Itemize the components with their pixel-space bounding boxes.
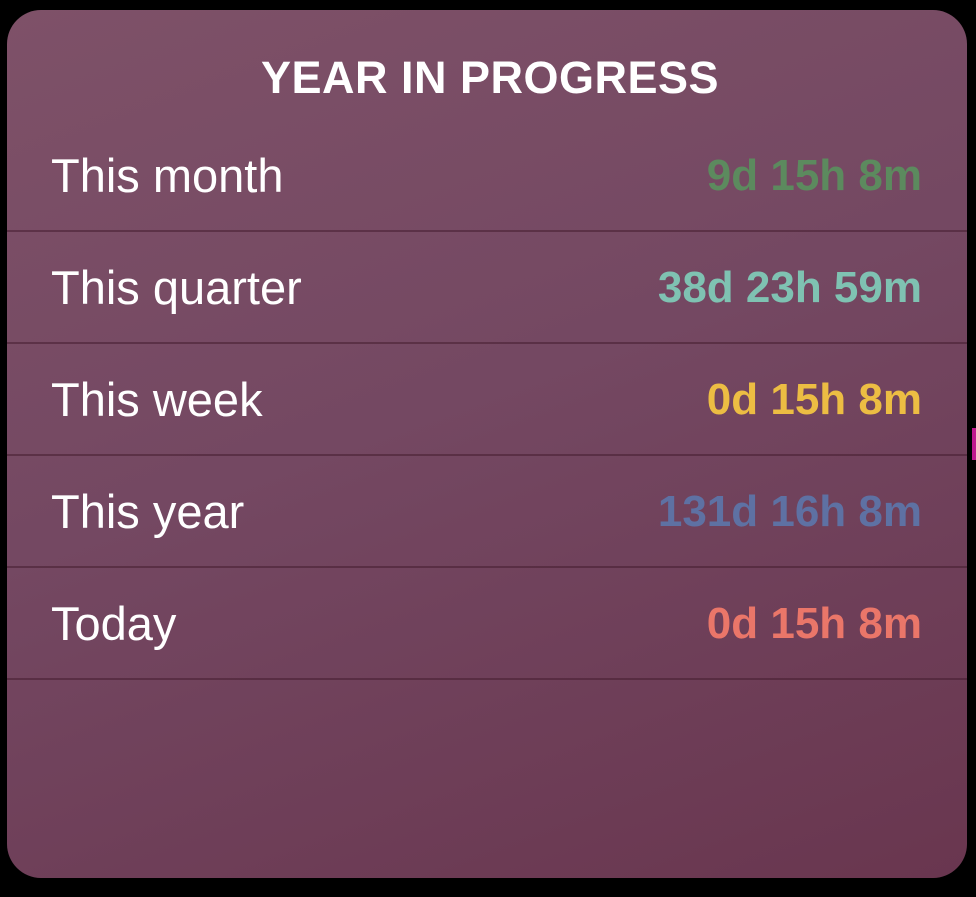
list-item-this-quarter[interactable]: This quarter 38d 23h 59m: [7, 232, 967, 344]
list-item-this-year[interactable]: This year 131d 16h 8m: [7, 456, 967, 568]
list-item-this-month[interactable]: This month 9d 15h 8m: [7, 120, 967, 232]
row-value: 0d 15h 8m: [706, 599, 922, 648]
list-item-this-week[interactable]: This week 0d 15h 8m: [7, 344, 967, 456]
progress-list: This month 9d 15h 8m This quarter 38d 23…: [7, 120, 967, 680]
row-label: This month: [51, 149, 284, 202]
row-label: This week: [51, 373, 263, 426]
row-value: 131d 16h 8m: [657, 487, 922, 536]
list-item-today[interactable]: Today 0d 15h 8m: [7, 568, 967, 680]
row-value: 0d 15h 8m: [706, 375, 922, 424]
row-label: This year: [51, 485, 245, 538]
edge-indicator: [972, 428, 976, 460]
widget-title: YEAR IN PROGRESS: [260, 52, 720, 103]
row-label: This quarter: [51, 261, 302, 314]
row-label: Today: [51, 597, 177, 650]
row-value: 38d 23h 59m: [657, 263, 922, 312]
row-value: 9d 15h 8m: [706, 151, 922, 200]
year-progress-widget[interactable]: YEAR IN PROGRESS This month 9d 15h 8m Th…: [7, 10, 967, 878]
